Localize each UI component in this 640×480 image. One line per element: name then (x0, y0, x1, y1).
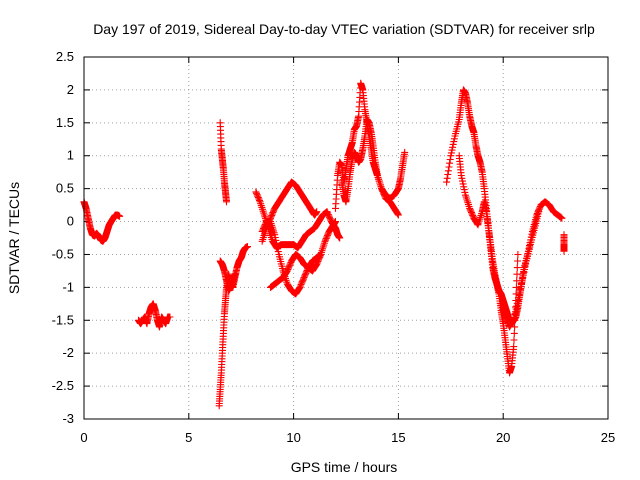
x-tick-label: 5 (185, 430, 192, 445)
data-points (80, 79, 568, 410)
y-tick-label: -2 (62, 345, 74, 360)
series-s11 (338, 116, 402, 219)
y-tick-label: -0.5 (52, 246, 74, 261)
series-markers (216, 257, 239, 295)
series-markers (135, 300, 174, 331)
plot-frame (83, 56, 609, 420)
series-markers (443, 86, 522, 377)
x-tick-label: 0 (80, 430, 87, 445)
series-s9 (267, 218, 339, 291)
series-s13 (455, 152, 566, 328)
chart-title: Day 197 of 2019, Sidereal Day-to-day VTE… (93, 21, 595, 37)
y-tick-label: 2 (67, 82, 74, 97)
x-tick-label: 15 (391, 430, 405, 445)
x-axis-label: GPS time / hours (291, 459, 398, 475)
series-s5 (216, 257, 239, 295)
y-tick-label: 1 (67, 148, 74, 163)
series-markers (560, 231, 568, 255)
series-markers (497, 208, 543, 331)
x-tick-label: 20 (496, 430, 510, 445)
series-s3 (216, 119, 230, 206)
y-tick-label: 1.5 (56, 115, 74, 130)
series-s2 (135, 300, 174, 331)
x-tick-label: 25 (601, 430, 615, 445)
series-s15 (560, 231, 568, 255)
tick-layer: -3 -2.5 -2 -1.5 -1 -0.5 0 0.5 1 1.5 2 2.5 0 5 10 15 20 25 (52, 49, 616, 445)
x-tick-label: 10 (286, 430, 300, 445)
series-markers (455, 152, 566, 328)
series-s7 (258, 178, 321, 245)
y-tick-label: 0.5 (56, 181, 74, 196)
y-tick-label: -1 (62, 279, 74, 294)
y-tick-label: 2.5 (56, 49, 74, 64)
series-s12 (443, 86, 522, 377)
y-tick-label: -1.5 (52, 312, 74, 327)
series-s14 (497, 208, 543, 331)
y-axis-label: SDTVAR / TECUs (6, 182, 22, 294)
y-tick-label: -3 (62, 411, 74, 426)
series-markers (216, 119, 230, 206)
y-tick-label: -2.5 (52, 378, 74, 393)
series-markers (258, 178, 321, 245)
series-markers (267, 218, 339, 291)
y-tick-label: 0 (67, 214, 74, 229)
series-markers (338, 116, 402, 219)
